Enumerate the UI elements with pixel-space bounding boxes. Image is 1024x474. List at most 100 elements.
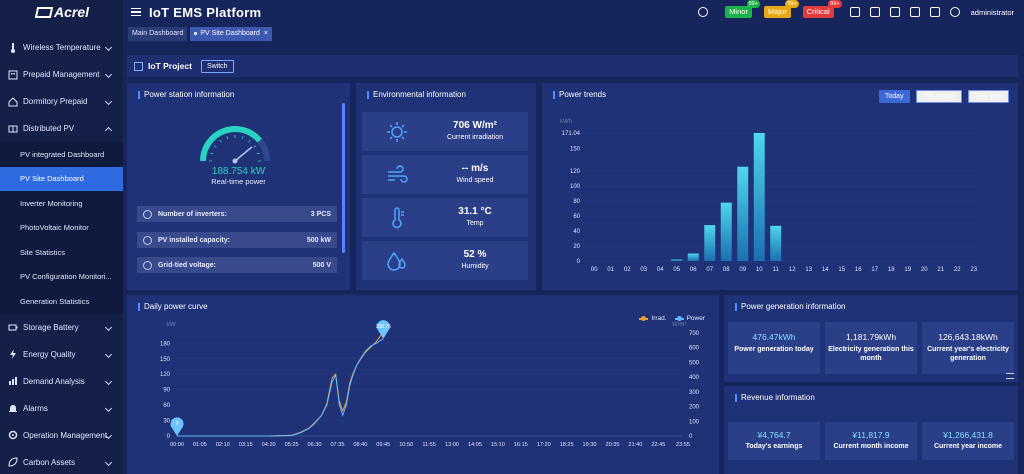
thermometer-icon (392, 207, 404, 229)
qr-code-icon[interactable] (869, 7, 880, 17)
sidebar-sub-pv-site-dashboard[interactable]: PV Site Dashboard (0, 166, 123, 191)
sidebar-item-wireless-temperature[interactable]: Wireless Temperature (0, 34, 123, 61)
daily-y-tick-label: 0 (167, 434, 171, 440)
user-avatar-icon[interactable] (949, 7, 960, 17)
search-icon[interactable] (698, 7, 709, 17)
trend-month-button[interactable]: This month (915, 90, 963, 103)
alarm-badge-critical[interactable]: Critical 99+ (802, 0, 842, 18)
chart-icon (8, 376, 18, 386)
daily-y2-tick-label: 600 (689, 346, 700, 352)
env-label: Humidity (461, 263, 489, 270)
sidebar-item-carbon-assets[interactable]: Carbon Assets (0, 449, 123, 474)
sidebar-sub-generation-statistics[interactable]: Generation Statistics (0, 289, 123, 314)
revenue-box-today: ¥4,764.7 Today's earnings (728, 422, 820, 460)
legend-item-irradiation[interactable]: Irrad. (639, 315, 667, 322)
panel-title: Revenue information (735, 393, 815, 402)
alarm-badge-major[interactable]: Major 99+ (763, 0, 799, 18)
sidebar-item-distributed-pv[interactable]: Distributed PV (0, 115, 123, 142)
daily-x-tick-label: 23:55 (676, 442, 690, 448)
stat-row-capacity: PV installed capacity: 500 kW (137, 232, 337, 248)
scrollbar[interactable] (342, 103, 345, 253)
gauge-tick (219, 139, 222, 143)
chevron-down-icon (104, 431, 113, 439)
gauge-needle (234, 146, 253, 162)
gauge-label: Real-time power (211, 177, 266, 186)
top-header: IoT EMS Platform Minor 99+ Major 99+ Criti… (123, 0, 1024, 24)
generation-value: 1,181.79kWh (845, 332, 897, 342)
trend-range-buttons: Today This month This year (873, 90, 1009, 103)
sidebar-sub-inverter-monitoring[interactable]: Inverter Monitoring (0, 191, 123, 216)
trend-x-tick-label: 03 (640, 267, 647, 273)
generation-value: 126,643.18kWh (938, 332, 998, 342)
sidebar-sub-photovoltaic-monitor[interactable]: PhotoVoltaic Monitor (0, 215, 123, 240)
inverter-icon (143, 209, 152, 219)
gauge-tick (256, 152, 260, 155)
daily-x-tick-label: 20:35 (605, 442, 619, 448)
trend-x-tick-label: 02 (624, 267, 631, 273)
trend-y-ticks: 0 20 40 60 80 100 120 150 171.04 (562, 131, 581, 265)
legend-label: Irrad. (651, 315, 667, 322)
tab-main-dashboard[interactable]: Main Dashboard (128, 27, 188, 41)
trend-y-tick-label: 60 (573, 214, 580, 220)
stat-label: Number of inverters: (158, 210, 227, 218)
trend-year-button[interactable]: This year (968, 90, 1009, 103)
gauge-track (200, 126, 270, 162)
generation-box-year: 126,643.18kWh Current year's electricity … (922, 322, 1014, 374)
page-tabs: Main Dashboard PV Site Dashboard × (128, 27, 275, 41)
settings-icon[interactable] (1006, 373, 1014, 379)
sidebar-item-label: Dormitory Prepaid (23, 97, 88, 106)
env-row-temp: 31.1 °C Temp (362, 198, 528, 237)
sidebar-item-label: Energy Quality (23, 349, 76, 359)
leaf-icon (8, 457, 18, 467)
daily-x-tick-label: 16:15 (514, 442, 528, 448)
sidebar-item-operation-management[interactable]: Operation Management (0, 422, 123, 449)
trend-y-tick-label: 100 (570, 184, 581, 190)
trend-x-tick-label: 09 (739, 267, 746, 273)
sidebar-item-storage-battery[interactable]: Storage Battery (0, 314, 123, 341)
power-trends-panel: Power trends Today This month This year … (542, 83, 1018, 290)
sidebar-sub-pv-integrated-dashboard[interactable]: PV integrated Dashboard (0, 142, 123, 167)
env-row-wind: -- m/s Wind speed (362, 155, 528, 194)
battery-icon (8, 322, 18, 332)
gauge-tick (226, 136, 229, 140)
thermometer-icon (8, 42, 18, 53)
trend-today-button[interactable]: Today (878, 90, 910, 103)
daily-x-tick-label: 01:05 (193, 442, 207, 448)
fullscreen-icon[interactable] (909, 7, 920, 17)
switch-project-button[interactable]: Switch (200, 59, 234, 73)
mute-icon[interactable] (849, 7, 860, 17)
stat-value: 500 V (312, 261, 331, 269)
sidebar-item-label: Storage Battery (23, 322, 79, 332)
sidebar-item-demand-analysis[interactable]: Demand Analysis (0, 368, 123, 395)
sidebar-item-dormitory-prepaid[interactable]: Dormitory Prepaid (0, 88, 123, 115)
theme-icon[interactable] (929, 7, 940, 17)
sidebar-sub-pv-configuration-monitoring[interactable]: PV Configuration Monitori... (0, 264, 123, 289)
close-icon[interactable]: × (263, 30, 269, 37)
legend-item-power[interactable]: Power (674, 315, 705, 322)
daily-y2-tick-label: 500 (689, 360, 700, 366)
sidebar-sub-site-statistics[interactable]: Site Statistics (0, 240, 123, 265)
trend-bar (753, 133, 765, 261)
gear-icon (8, 430, 18, 440)
env-value: 52 % (463, 249, 487, 260)
sidebar-item-alarms[interactable]: Alarms (0, 395, 123, 422)
env-value: 31.1 °C (458, 206, 492, 217)
env-value: -- m/s (461, 163, 489, 174)
trend-x-tick-label: 06 (690, 267, 697, 273)
alarm-badge-minor[interactable]: Minor 99+ (725, 0, 760, 18)
user-name[interactable]: administrator (970, 7, 1014, 17)
revenue-box-month: ¥11,817.9 Current month income (825, 422, 917, 460)
sidebar-item-energy-quality[interactable]: Energy Quality (0, 341, 123, 368)
sidebar-item-label: Distributed PV (23, 124, 75, 133)
chevron-down-icon (104, 458, 113, 466)
daily-y2-ticks: 0 100 200 300 400 500 600 700 (689, 331, 700, 440)
tab-pv-site-dashboard[interactable]: PV Site Dashboard × (190, 27, 273, 41)
sidebar-item-prepaid-management[interactable]: Prepaid Management (0, 61, 123, 88)
daily-y-tick-label: 30 (163, 419, 170, 425)
trend-y-tick-label: 171.04 (562, 131, 581, 137)
droplet-icon (387, 251, 406, 271)
image-icon[interactable] (889, 7, 900, 17)
gauge-ticks (209, 135, 261, 162)
menu-toggle-icon[interactable] (131, 8, 141, 16)
